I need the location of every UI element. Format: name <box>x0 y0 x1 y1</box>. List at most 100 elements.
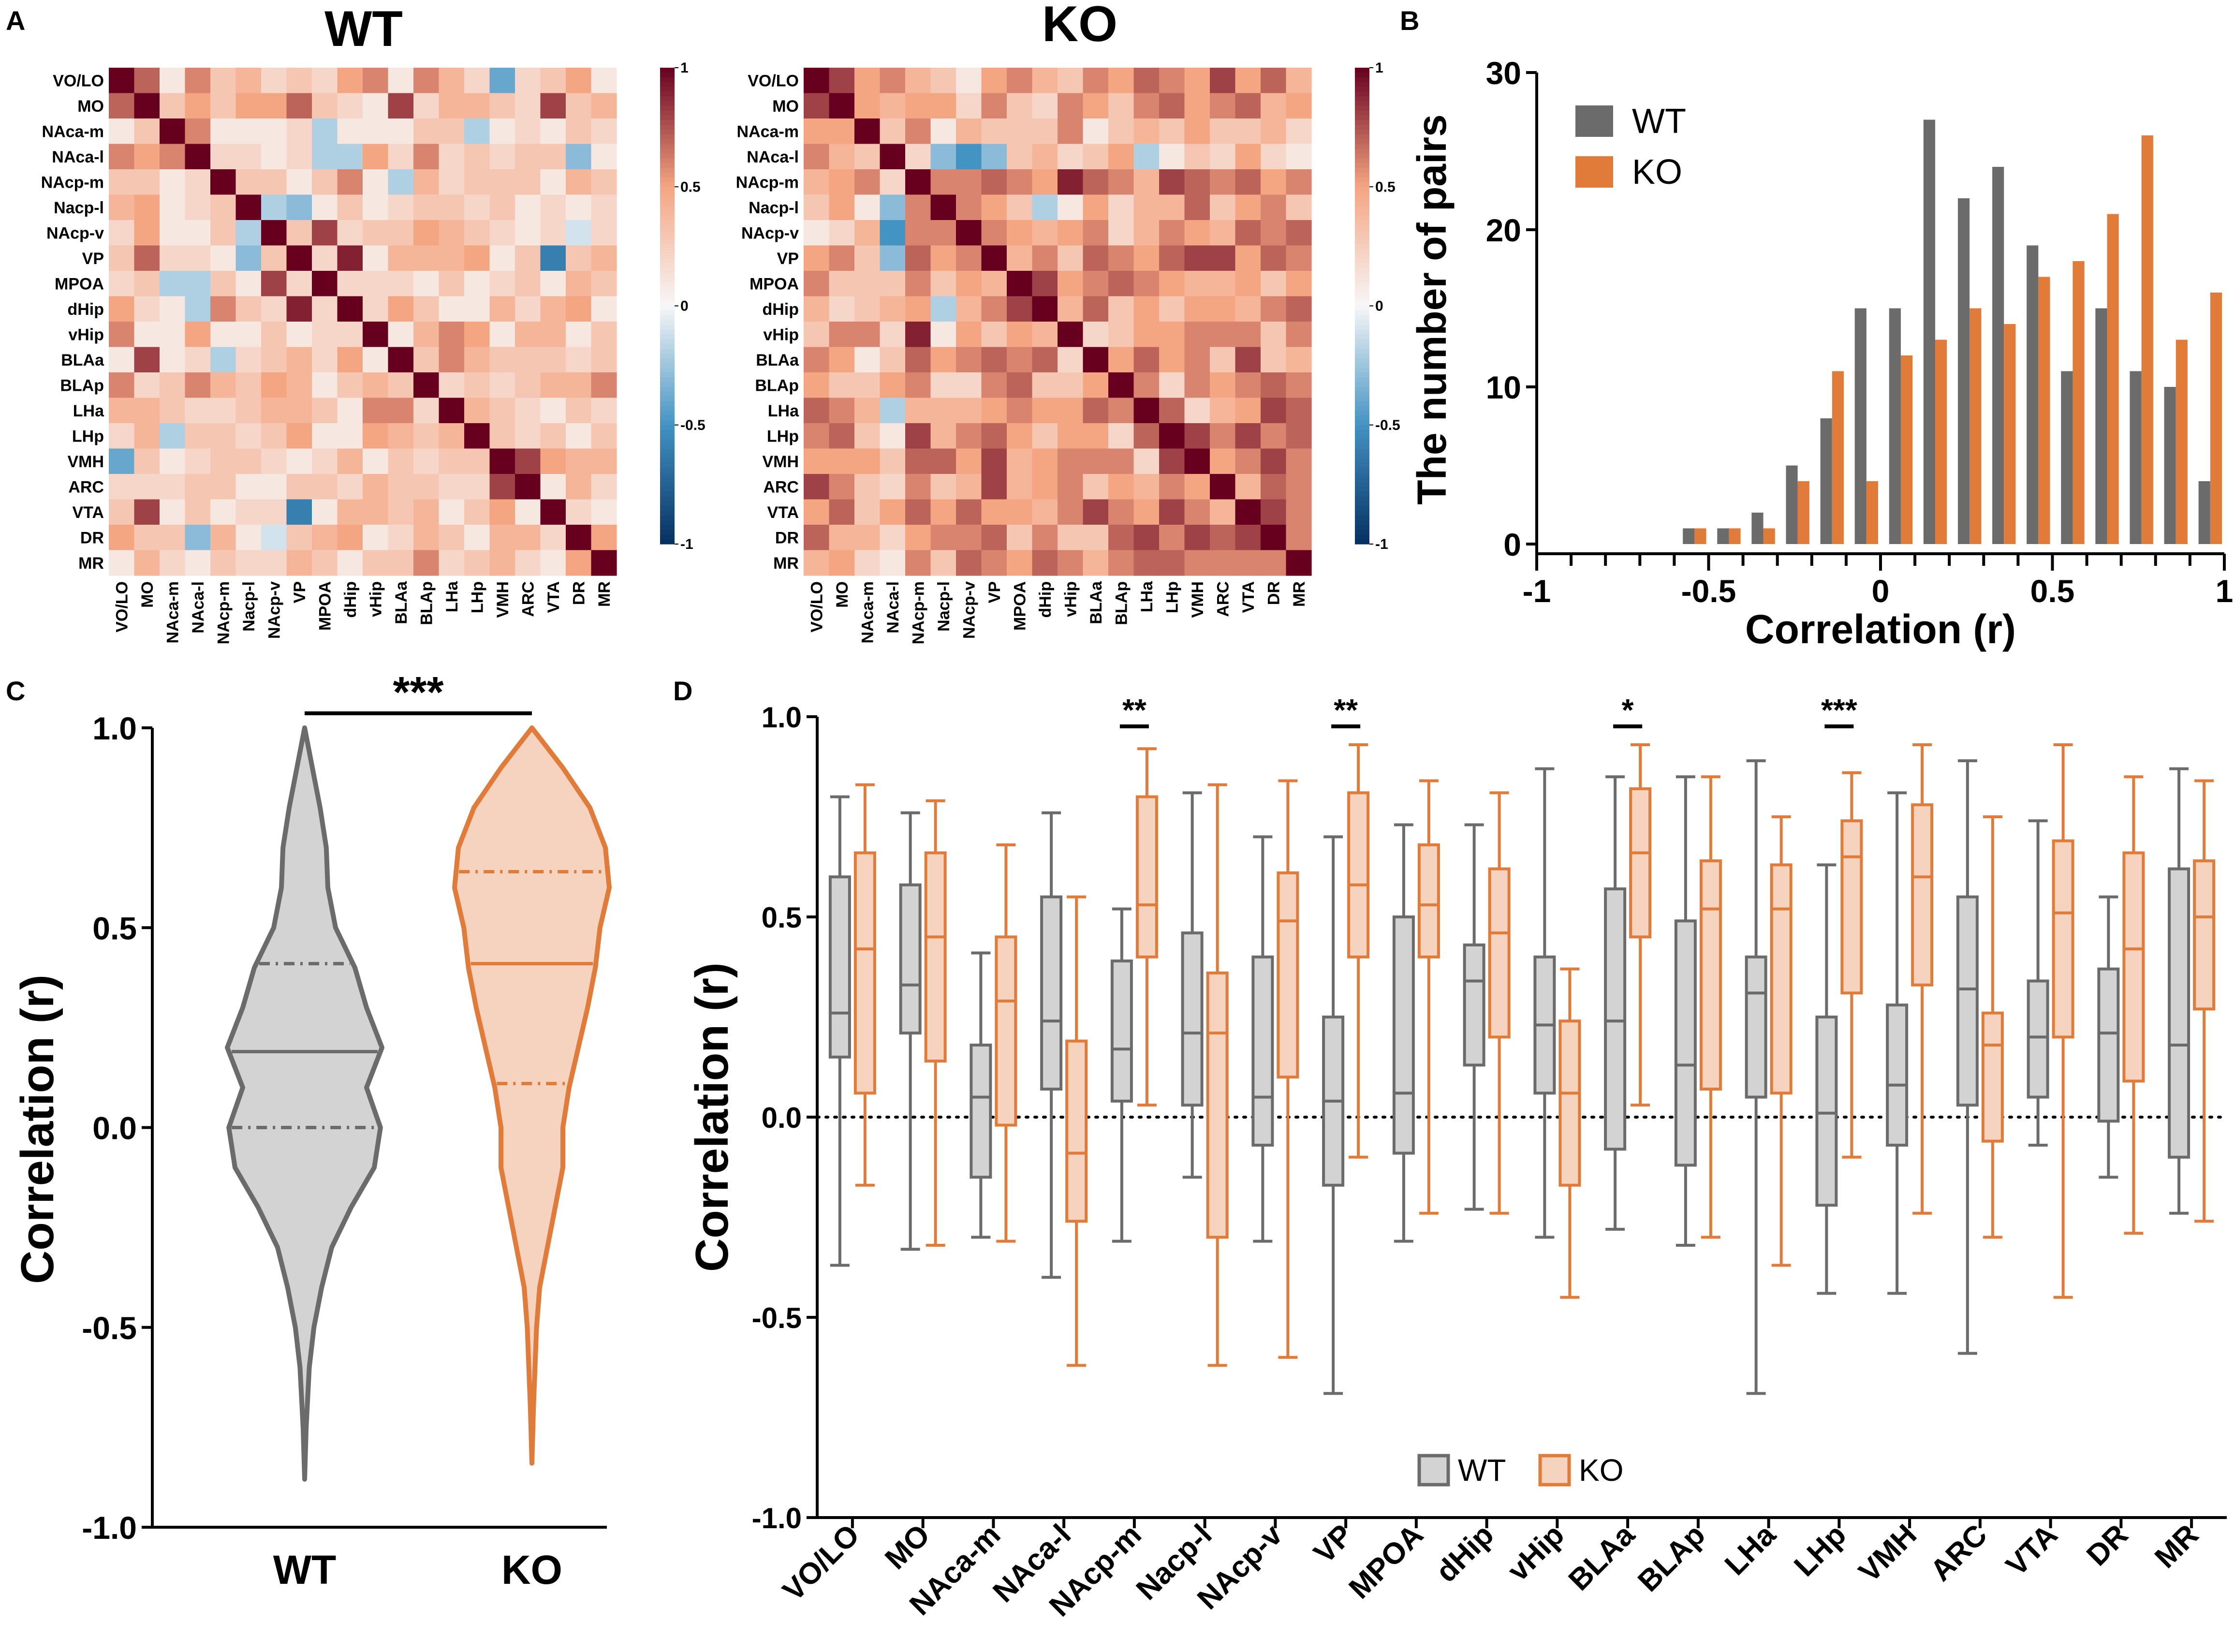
ko-heatmap-cell <box>1133 144 1160 170</box>
wt-heatmap-cell <box>591 372 617 398</box>
wt-heatmap-cell <box>109 220 135 246</box>
wt-heatmap-cell <box>591 245 617 271</box>
ko-colorbar-segment <box>1355 244 1369 249</box>
wt-heatmap-cell <box>439 448 465 474</box>
ko-row-label: NAca-l <box>747 148 799 166</box>
ko-colorbar-segment <box>1355 105 1369 111</box>
ko-col-label: MR <box>1290 581 1308 607</box>
ko-heatmap-cell <box>1286 169 1312 195</box>
ko-heatmap-cell <box>804 372 830 398</box>
ko-row-label: VMH <box>762 453 799 471</box>
ko-colorbar-segment <box>1355 315 1369 321</box>
wt-heatmap-cell <box>591 398 617 424</box>
wt-heatmap-cell <box>337 194 363 221</box>
wt-heatmap-cell <box>515 525 541 551</box>
wt-heatmap-cell <box>413 271 440 297</box>
ko-heatmap-cell <box>1159 550 1185 576</box>
ko-heatmap-cell <box>804 347 830 373</box>
ko-heatmap-cell <box>854 398 881 424</box>
wt-heatmap-cell <box>286 271 312 297</box>
wt-hist-bar <box>1923 119 1936 544</box>
wt-heatmap-cell <box>363 118 389 145</box>
ko-heatmap-cell <box>1159 372 1185 398</box>
ko-colorbar-segment <box>1355 125 1369 130</box>
wt-heatmap-cell <box>464 423 490 449</box>
wt-heatmap-cell <box>337 525 363 551</box>
ko-colorbar-segment <box>1355 310 1369 316</box>
ko-heatmap-cell <box>880 144 906 170</box>
ko-colorbar-segment <box>1355 468 1369 473</box>
wt-heatmap-cell <box>489 322 515 348</box>
wt-heatmap-cell <box>464 550 490 576</box>
violin-significance-stars: *** <box>393 668 443 717</box>
wt-heatmap-cell <box>210 322 236 348</box>
wt-colorbar-segment <box>660 110 675 116</box>
ko-colorbar-segment <box>1355 167 1369 173</box>
wt-colorbar-segment <box>660 258 675 264</box>
ko-heatmap-cell <box>1235 499 1261 525</box>
wt-heatmap-cell <box>363 398 389 424</box>
wt-heatmap-cell <box>464 347 490 373</box>
ko-heatmap-cell <box>1133 68 1160 94</box>
ko-heatmap-cell <box>804 118 830 145</box>
wt-heatmap-cell <box>134 474 160 500</box>
wt-heatmap-cell <box>489 474 515 500</box>
ko-heatmap-cell <box>1133 194 1160 221</box>
wt-heatmap-cell <box>235 372 262 398</box>
wt-heatmap-cell <box>363 68 389 94</box>
wt-heatmap-cell <box>134 499 160 525</box>
ko-heatmap-cell <box>1235 372 1261 398</box>
wt-heatmap-cell <box>464 398 490 424</box>
ko-colorbar-segment <box>1355 401 1369 406</box>
wt-col-label: ARC <box>519 581 537 617</box>
ko-colorbar-segment <box>1355 239 1369 245</box>
wt-heatmap-cell <box>388 220 414 246</box>
wt-heatmap-cell <box>489 296 515 322</box>
ko-hist-bar <box>1797 481 1809 544</box>
wt-col-label: NAca-m <box>163 581 182 643</box>
wt-heatmap-cell <box>134 372 160 398</box>
ko-hist-bar <box>1866 481 1879 544</box>
ko-heatmap-cell <box>880 423 906 449</box>
wt-heatmap-cell <box>489 423 515 449</box>
ko-violin <box>452 725 612 1466</box>
ko-colorbar-segment <box>1355 501 1369 506</box>
ko-heatmap-cell <box>829 550 855 576</box>
wt-heatmap-cell <box>439 271 465 297</box>
wt-heatmap-cell <box>489 220 515 246</box>
ko-heatmap-cell <box>1058 372 1084 398</box>
ko-heatmap-cell <box>1286 144 1312 170</box>
ko-heatmap-cell <box>804 474 830 500</box>
ko-heatmap-cell <box>1210 550 1236 576</box>
wt-heatmap-cell <box>439 169 465 195</box>
ko-heatmap-cell <box>1083 398 1109 424</box>
ko-heatmap-cell <box>956 322 982 348</box>
ko-heatmap-cell <box>880 448 906 474</box>
panel-b-label: B <box>1400 5 1419 36</box>
ko-heatmap-cell <box>930 93 956 119</box>
wt-heatmap-cell <box>337 347 363 373</box>
wt-colorbar-segment <box>660 354 675 359</box>
ko-colorbar-segment <box>1355 82 1369 87</box>
wt-heatmap-cell <box>312 448 338 474</box>
wt-heatmap-cell <box>363 194 389 221</box>
wt-heatmap-cell <box>109 245 135 271</box>
ko-colorbar-segment <box>1355 172 1369 178</box>
ko-heatmap-cell <box>804 398 830 424</box>
wt-heatmap-cell <box>363 245 389 271</box>
ko-heatmap-cell <box>1007 144 1033 170</box>
ko-heatmap-cell <box>1058 398 1084 424</box>
wt-colorbar-segment <box>660 349 675 354</box>
panel-c-violin: C WT KO 1.0 0.5 0.0 -0.5 -1.0 Correlation (r) **… <box>6 668 612 1593</box>
hist-y-tick-label: 0 <box>1503 527 1521 562</box>
ko-heatmap-cell <box>1058 525 1084 551</box>
ko-heatmap-cell <box>854 68 881 94</box>
ko-heatmap-cell <box>880 245 906 271</box>
wt-row-label: dHip <box>67 300 104 319</box>
ko-heatmap-cell <box>1159 398 1185 424</box>
wt-heatmap-cell <box>134 322 160 348</box>
wt-heatmap-cell <box>312 372 338 398</box>
wt-heatmap-cell <box>134 525 160 551</box>
wt-heatmap-cell <box>515 347 541 373</box>
ko-heatmap-cell <box>1083 372 1109 398</box>
